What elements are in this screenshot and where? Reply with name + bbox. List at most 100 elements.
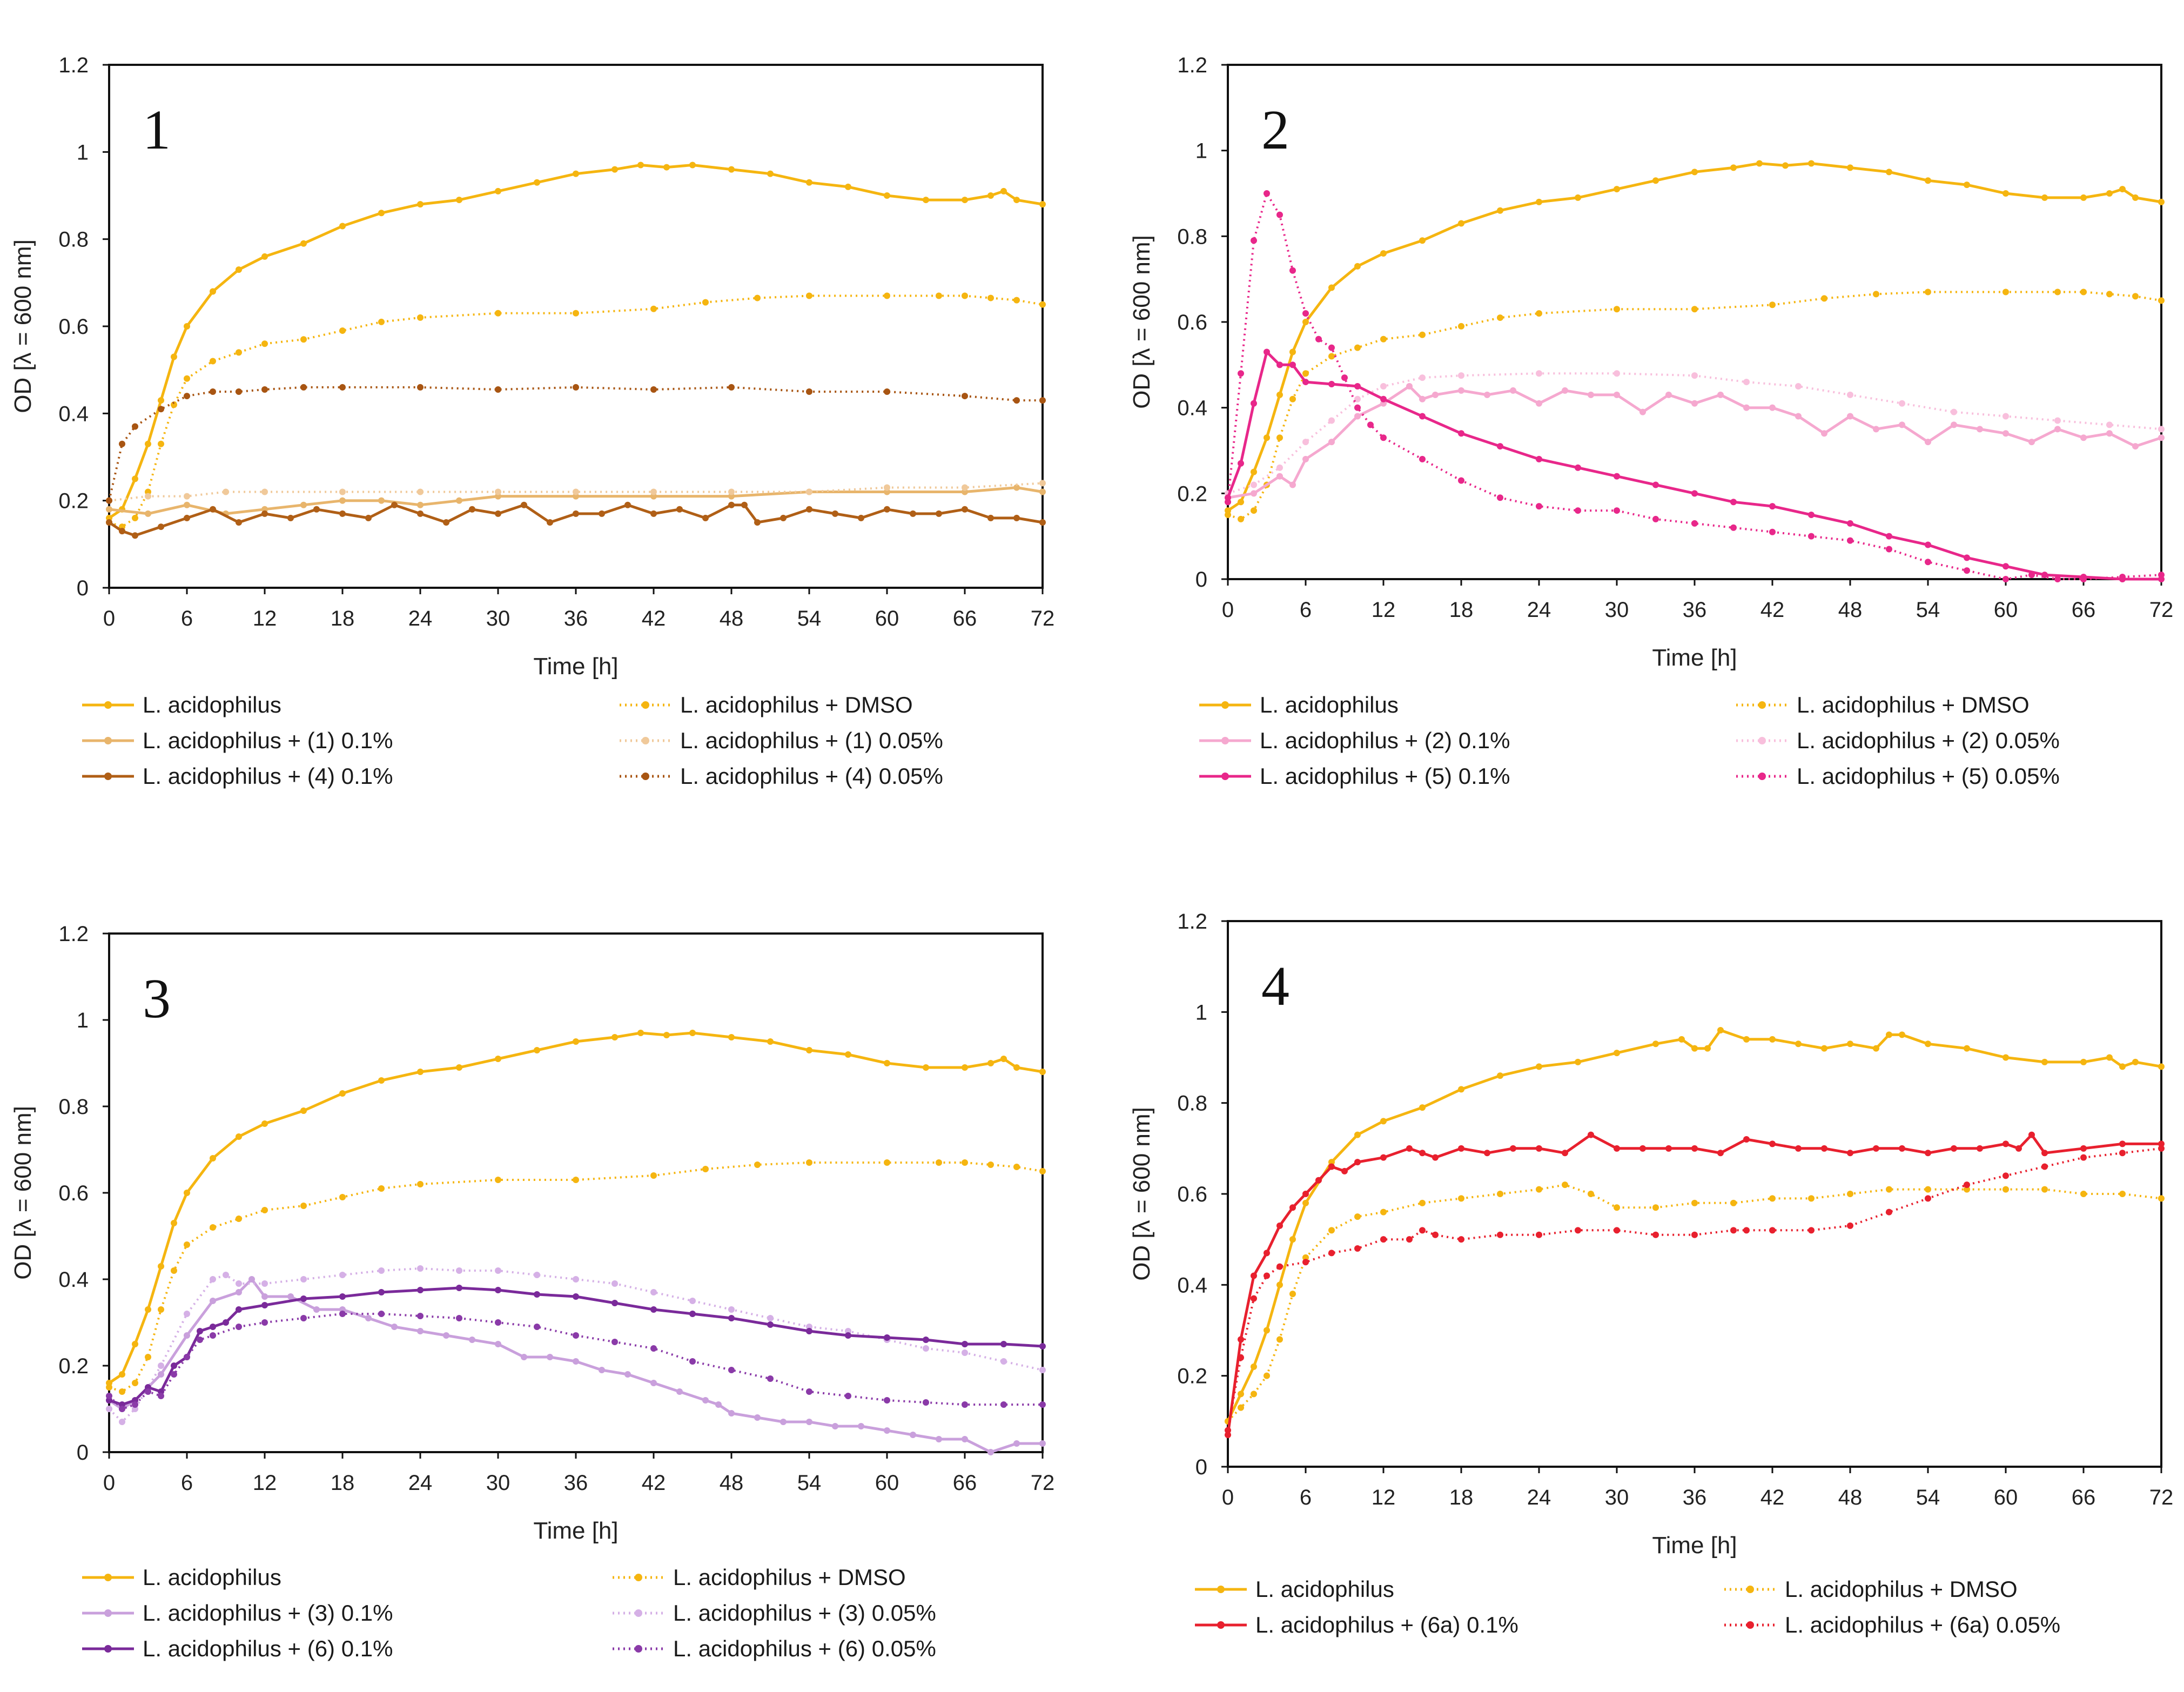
- data-point: [1289, 361, 1296, 368]
- data-point: [1000, 1341, 1007, 1347]
- x-tick-label: 36: [1683, 1486, 1707, 1509]
- data-point: [1354, 404, 1361, 411]
- data-point: [1328, 353, 1335, 360]
- legend-swatch: [620, 773, 671, 780]
- data-point: [1743, 1036, 1750, 1043]
- data-point: [261, 1302, 268, 1308]
- data-point: [236, 519, 242, 526]
- data-point: [236, 349, 242, 356]
- data-point: [1575, 194, 1581, 201]
- data-point: [1977, 1145, 1983, 1152]
- data-point: [1458, 387, 1464, 394]
- data-point: [287, 1293, 294, 1300]
- legend-label: L. acidophilus: [1255, 1576, 1394, 1602]
- data-point: [1821, 430, 1827, 437]
- data-point: [1251, 481, 1257, 488]
- data-point: [2119, 1140, 2126, 1147]
- data-point: [236, 1280, 242, 1287]
- x-tick-label: 24: [1527, 1486, 1551, 1509]
- x-tick-label: 66: [2072, 598, 2096, 622]
- x-tick-label: 54: [1916, 598, 1940, 622]
- data-point: [599, 1367, 605, 1373]
- data-point: [2002, 1172, 2009, 1179]
- data-point: [962, 1159, 968, 1166]
- legend-label: L. acidophilus + (3) 0.05%: [673, 1600, 936, 1626]
- data-point: [158, 397, 164, 404]
- data-point: [184, 375, 190, 382]
- data-point: [845, 183, 851, 190]
- data-point: [728, 1034, 735, 1040]
- legend-label: L. acidophilus + (6a) 0.1%: [1255, 1612, 1518, 1637]
- data-point: [210, 1298, 216, 1304]
- data-point: [689, 1311, 696, 1317]
- data-point: [469, 506, 475, 513]
- data-point: [1354, 263, 1361, 270]
- data-point: [962, 1401, 968, 1408]
- x-tick-label: 6: [1300, 598, 1312, 622]
- legend-label: L. acidophilus + (1) 0.05%: [680, 728, 943, 753]
- data-point: [650, 1289, 657, 1295]
- data-point: [936, 510, 942, 517]
- data-point: [158, 1263, 164, 1270]
- data-point: [1302, 379, 1309, 386]
- legend-label: L. acidophilus + (5) 0.1%: [1260, 763, 1510, 789]
- data-point: [1238, 1336, 1244, 1343]
- data-point: [534, 1047, 540, 1053]
- legend-item: L. acidophilus + DMSO: [619, 687, 913, 723]
- data-point: [1691, 1199, 1698, 1206]
- data-point: [223, 488, 229, 495]
- data-point: [171, 401, 177, 408]
- data-point: [1899, 400, 1905, 407]
- data-point: [1886, 1186, 1892, 1193]
- data-point: [728, 501, 735, 508]
- data-point: [1251, 490, 1257, 497]
- data-point: [145, 493, 151, 500]
- series-5: [106, 501, 1046, 539]
- data-point: [1264, 190, 1270, 197]
- data-point: [339, 384, 346, 391]
- y-tick-label: 1: [77, 140, 89, 164]
- data-point: [2054, 288, 2061, 296]
- series-4: [106, 480, 1046, 504]
- data-point: [1039, 1168, 1046, 1174]
- x-tick-label: 48: [720, 607, 744, 630]
- data-point: [1251, 1295, 1257, 1302]
- data-point: [197, 1328, 203, 1334]
- x-tick-label: 54: [797, 1471, 822, 1495]
- data-point: [2106, 421, 2113, 428]
- data-point: [1782, 162, 1789, 169]
- y-tick-label: 0.6: [1177, 311, 1207, 334]
- data-point: [1238, 1391, 1244, 1398]
- data-point: [884, 484, 890, 491]
- y-tick-label: 1: [1195, 1001, 1207, 1024]
- data-point: [728, 1410, 735, 1416]
- legend-item: L. acidophilus + (4) 0.05%: [619, 758, 943, 794]
- legend-swatch: [1736, 701, 1788, 709]
- data-point: [1264, 1272, 1270, 1279]
- x-tick-label: 72: [1031, 1471, 1055, 1495]
- data-point: [2002, 413, 2009, 420]
- data-point: [1886, 1208, 1892, 1216]
- y-tick-label: 1.2: [1177, 53, 1207, 77]
- legend-swatch: [613, 1645, 664, 1653]
- data-point: [1251, 1391, 1257, 1398]
- data-point: [145, 1354, 151, 1360]
- data-point: [1795, 383, 1802, 390]
- data-point: [210, 1324, 216, 1330]
- legend-item: L. acidophilus + (6) 0.1%: [81, 1631, 393, 1667]
- data-point: [987, 1060, 994, 1066]
- legend-label: L. acidophilus + (1) 0.1%: [143, 728, 393, 753]
- data-point: [2119, 1063, 2126, 1070]
- data-point: [754, 519, 761, 526]
- data-point: [1225, 512, 1231, 518]
- data-point: [1691, 490, 1698, 497]
- data-point: [1380, 250, 1387, 257]
- data-point: [689, 1030, 696, 1036]
- data-point: [962, 1349, 968, 1356]
- data-point: [1276, 1336, 1283, 1343]
- data-point: [923, 1337, 929, 1343]
- legend-swatch: [82, 737, 134, 744]
- data-point: [378, 1267, 385, 1274]
- data-point: [261, 386, 268, 393]
- data-point: [1886, 1031, 1892, 1038]
